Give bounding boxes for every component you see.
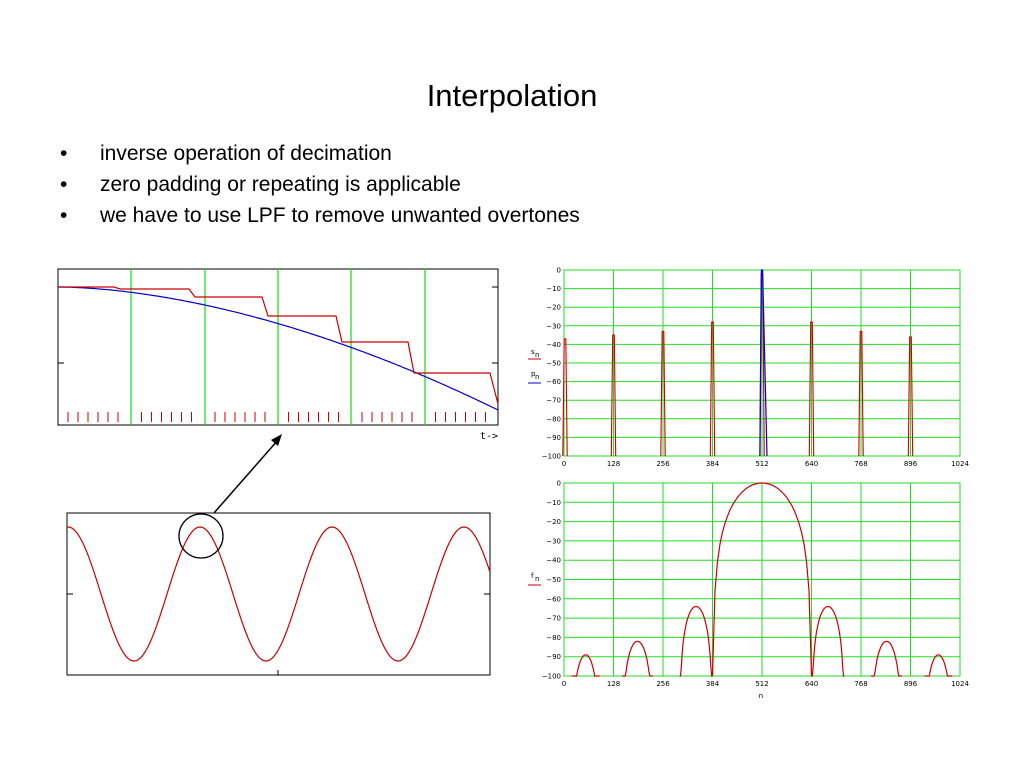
zoom-arrow bbox=[213, 439, 279, 514]
bullet-list: • inverse operation of decimation • zero p… bbox=[60, 138, 580, 231]
x-tick-label: 0 bbox=[562, 460, 566, 468]
y-tick-label: −70 bbox=[546, 615, 561, 623]
bullet-item: • inverse operation of decimation bbox=[60, 138, 580, 169]
y-tick-label: −100 bbox=[542, 453, 561, 461]
y-tick-label: −100 bbox=[542, 673, 561, 681]
chart-time-sine bbox=[66, 434, 491, 676]
y-tick-label: −80 bbox=[546, 634, 561, 642]
y-tick-label: −10 bbox=[546, 499, 561, 507]
x-tick-label: 640 bbox=[805, 460, 818, 468]
x-tick-label: 896 bbox=[904, 460, 918, 468]
bullet-text: zero padding or repeating is applicable bbox=[100, 173, 461, 196]
spectrum-lobe bbox=[679, 605, 713, 677]
y-tick-label: 0 bbox=[557, 267, 561, 275]
series-step-line bbox=[58, 286, 499, 405]
y-axis-label-subscript: n bbox=[535, 575, 539, 583]
spectrum-lobe bbox=[571, 654, 600, 677]
y-tick-label: −30 bbox=[546, 537, 561, 545]
spectrum-lobe bbox=[622, 640, 653, 677]
y-tick-label: 0 bbox=[557, 480, 561, 488]
spectrum-lobe bbox=[811, 605, 845, 677]
spectrum-peak-blue bbox=[759, 269, 768, 457]
y-tick-label: −90 bbox=[546, 653, 561, 661]
y-tick-label: −60 bbox=[546, 595, 561, 603]
spectrum-peak bbox=[709, 321, 716, 457]
y-tick-label: −90 bbox=[546, 434, 561, 442]
bullet-dot: • bbox=[60, 173, 68, 196]
spectrum-peak bbox=[562, 338, 568, 457]
bullet-item: • we have to use LPF to remove unwanted o… bbox=[60, 200, 580, 231]
series-sine-line bbox=[66, 526, 491, 662]
plot-frame bbox=[66, 512, 491, 676]
x-tick-label: 768 bbox=[854, 680, 867, 688]
y-tick-label: −40 bbox=[546, 557, 561, 565]
x-tick-label: 384 bbox=[706, 460, 720, 468]
x-tick-label: 384 bbox=[706, 680, 720, 688]
spectrum-peak bbox=[610, 334, 617, 457]
x-tick-label: 1024 bbox=[951, 460, 969, 468]
x-tick-label: 896 bbox=[904, 680, 918, 688]
bullet-text: inverse operation of decimation bbox=[100, 142, 392, 165]
y-tick-label: −20 bbox=[546, 304, 561, 312]
zoom-arrow-head bbox=[271, 434, 282, 446]
y-tick-label: −20 bbox=[546, 518, 561, 526]
series-lpf-line bbox=[58, 286, 499, 411]
spectrum-peak bbox=[660, 330, 666, 457]
spectrum-lobe bbox=[924, 654, 953, 677]
y-axis-label-subscript: n bbox=[535, 373, 539, 381]
y-tick-label: −40 bbox=[546, 341, 561, 349]
y-tick-label: −60 bbox=[546, 378, 561, 386]
x-tick-label: 256 bbox=[656, 460, 670, 468]
x-tick-label: 512 bbox=[755, 460, 768, 468]
y-axis-label: p bbox=[531, 370, 536, 378]
x-tick-label: 0 bbox=[562, 680, 566, 688]
y-axis-label: f bbox=[531, 572, 534, 580]
y-axis-label: s bbox=[531, 348, 535, 356]
x-tick-label: 512 bbox=[755, 680, 768, 688]
y-tick-label: −80 bbox=[546, 415, 561, 423]
x-axis-label: n bbox=[759, 692, 763, 700]
spectrum-lobe bbox=[871, 640, 902, 677]
x-tick-label: 640 bbox=[805, 680, 818, 688]
x-tick-label: 768 bbox=[854, 460, 867, 468]
highlight-circle bbox=[178, 513, 224, 559]
x-tick-label: 256 bbox=[656, 680, 670, 688]
bullet-dot: • bbox=[60, 204, 68, 227]
spectrum-peak bbox=[907, 336, 914, 457]
bullet-item: • zero padding or repeating is applicable bbox=[60, 169, 580, 200]
y-tick-label: −70 bbox=[546, 397, 561, 405]
bullet-text: we have to use LPF to remove unwanted ov… bbox=[100, 204, 580, 227]
x-tick-label: 1024 bbox=[951, 680, 969, 688]
y-tick-label: −30 bbox=[546, 322, 561, 330]
spectrum-peak bbox=[858, 330, 864, 457]
x-tick-label: 128 bbox=[607, 680, 620, 688]
x-tick-label: 128 bbox=[607, 460, 620, 468]
spectrum-lobe bbox=[711, 482, 813, 677]
chart-time-zoom: t-> bbox=[57, 268, 499, 442]
spectrum-peak bbox=[808, 321, 815, 457]
x-axis-label: t-> bbox=[480, 431, 498, 442]
bullet-dot: • bbox=[60, 142, 68, 165]
y-tick-label: −50 bbox=[546, 576, 561, 584]
y-axis-label-subscript: n bbox=[535, 351, 539, 359]
y-tick-label: −10 bbox=[546, 285, 561, 293]
slide-title: Interpolation bbox=[426, 78, 598, 113]
y-tick-label: −50 bbox=[546, 360, 561, 368]
